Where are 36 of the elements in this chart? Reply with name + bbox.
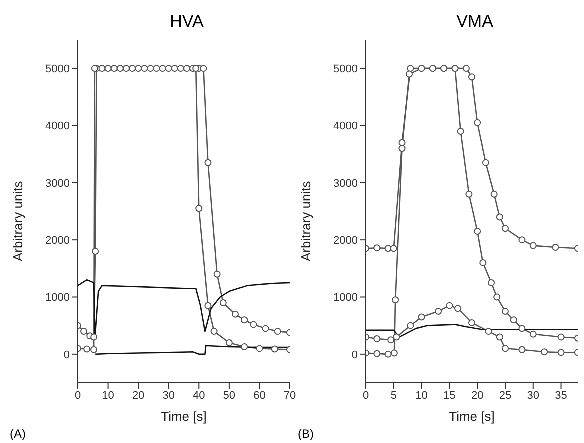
- y-tick-label: 1000: [334, 292, 358, 304]
- x-tick-label: 30: [527, 390, 540, 402]
- x-tick-label: 0: [74, 390, 82, 402]
- x-tick-label: 30: [162, 390, 175, 402]
- x-tick-label: 50: [223, 390, 236, 402]
- y-axis-title: Arbitrary units: [10, 180, 26, 262]
- y-tick-label: 5000: [46, 63, 70, 76]
- x-tick-label: 40: [193, 390, 206, 402]
- x-axis-title: Time [s]: [449, 409, 495, 424]
- chart-title: VMA: [456, 12, 494, 32]
- y-tick-label: 1000: [46, 292, 70, 304]
- x-tick-label: 0: [362, 390, 370, 402]
- y-axis-title: Arbitrary units: [298, 180, 314, 262]
- x-tick-label: 60: [254, 390, 266, 402]
- y-tick-label: 0: [352, 349, 358, 362]
- y-tick-label: 0: [64, 349, 70, 362]
- y-tick-label: 3000: [334, 178, 358, 190]
- y-tick-label: 4000: [46, 120, 70, 133]
- chart-title: HVA: [169, 12, 205, 32]
- y-tick-label: 5000: [334, 63, 358, 76]
- y-tick-label: 2000: [46, 234, 70, 247]
- x-tick-label: 35: [555, 390, 568, 402]
- y-tick-label: 4000: [334, 120, 358, 133]
- x-tick-label: 70: [284, 390, 296, 402]
- text: (B): [298, 427, 314, 441]
- x-axis-title: Time [s]: [161, 409, 207, 424]
- x-tick-label: 25: [499, 390, 512, 402]
- x-tick-label: 10: [102, 390, 114, 402]
- x-tick-label: 5: [390, 390, 397, 402]
- x-tick-label: 20: [132, 390, 145, 402]
- y-tick-label: 2000: [334, 234, 358, 247]
- x-tick-label: 10: [416, 390, 428, 402]
- x-tick-label: 15: [444, 390, 456, 402]
- x-tick-label: 20: [471, 390, 484, 402]
- text: (A): [10, 427, 26, 441]
- y-tick-label: 3000: [46, 178, 70, 190]
